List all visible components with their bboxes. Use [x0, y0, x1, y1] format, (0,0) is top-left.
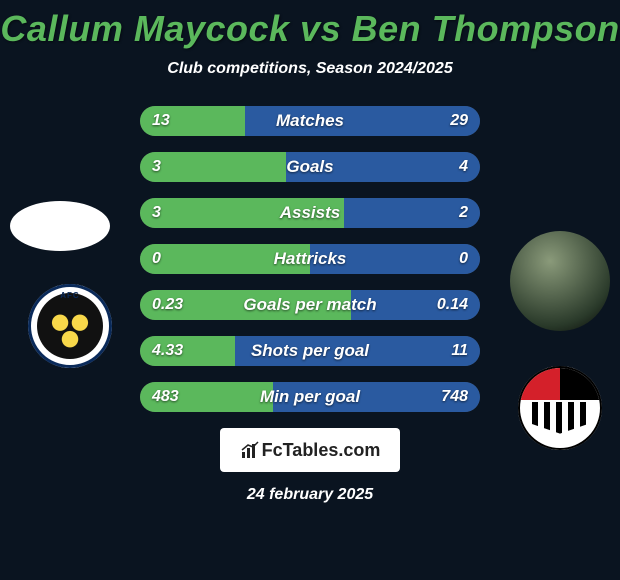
stat-value-right: 29 — [450, 106, 468, 136]
stat-row: Goals3 4 — [140, 152, 480, 182]
stat-value-right: 11 — [451, 336, 468, 366]
stat-row: Assists3 2 — [140, 198, 480, 228]
stat-row: Min per goal483 748 — [140, 382, 480, 412]
stat-label: Hattricks — [140, 244, 480, 274]
player1-avatar — [10, 201, 110, 251]
stat-value-right: 748 — [441, 382, 468, 412]
player2-avatar — [510, 231, 610, 331]
player1-club-crest: AFC — [28, 284, 112, 368]
club1-text: AFC — [31, 291, 109, 300]
player2-name: Ben Thompson — [352, 8, 620, 49]
stat-row: Shots per goal4.33 11 — [140, 336, 480, 366]
stat-value-left: 0.23 — [152, 290, 183, 320]
stat-label: Matches — [140, 106, 480, 136]
vs-label: vs — [300, 8, 352, 49]
stat-row: Goals per match0.23 0.14 — [140, 290, 480, 320]
stat-value-right: 2 — [459, 198, 468, 228]
brand-text: FcTables.com — [262, 440, 381, 461]
stat-value-left: 483 — [152, 382, 179, 412]
comparison-date: 24 february 2025 — [0, 486, 620, 504]
subtitle: Club competitions, Season 2024/2025 — [0, 60, 620, 78]
stat-value-right: 0.14 — [437, 290, 468, 320]
comparison-title: Callum Maycock vs Ben Thompson — [0, 0, 620, 50]
stat-label: Min per goal — [140, 382, 480, 412]
stat-row: Hattricks0 0 — [140, 244, 480, 274]
stat-value-left: 13 — [152, 106, 170, 136]
stat-value-right: 0 — [459, 244, 468, 274]
stat-label: Assists — [140, 198, 480, 228]
stat-label: Goals — [140, 152, 480, 182]
stat-value-left: 3 — [152, 152, 161, 182]
stat-row: Matches13 29 — [140, 106, 480, 136]
stat-value-left: 3 — [152, 198, 161, 228]
stat-value-right: 4 — [459, 152, 468, 182]
stat-label: Goals per match — [140, 290, 480, 320]
stats-panel: AFC Matches1329Goals34Assists32Hattricks… — [0, 106, 620, 504]
brand-logo: FcTables.com — [220, 428, 400, 472]
stat-label: Shots per goal — [140, 336, 480, 366]
player2-club-crest — [518, 366, 602, 450]
stat-value-left: 0 — [152, 244, 161, 274]
chart-icon — [240, 440, 260, 460]
player1-name: Callum Maycock — [0, 8, 289, 49]
stat-value-left: 4.33 — [152, 336, 183, 366]
